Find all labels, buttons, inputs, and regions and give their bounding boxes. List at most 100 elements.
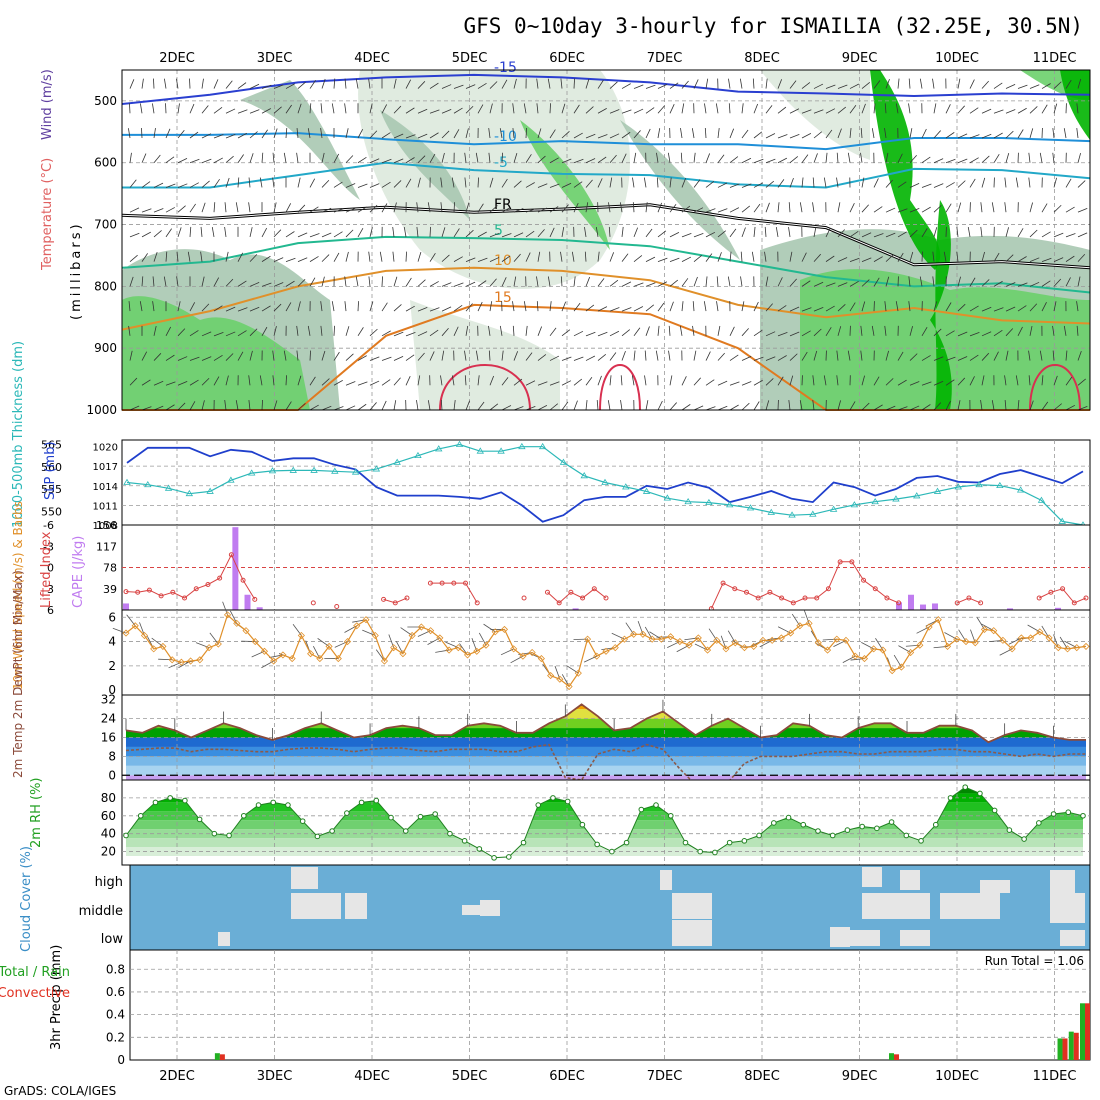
wind-barb [189, 356, 200, 361]
lifted-index-marker [158, 593, 164, 599]
wind-barb [680, 152, 683, 163]
wind-speed-marker [694, 634, 702, 642]
wind-barb [741, 129, 749, 139]
rh-tick-label: 80 [101, 791, 116, 805]
wind-barb [585, 179, 593, 188]
wind-barb [1028, 375, 1031, 386]
wind-barb [177, 301, 181, 312]
wind-speed-marker [593, 652, 601, 660]
wind-barb [681, 80, 689, 89]
rh-marker [756, 832, 762, 839]
wind-barb [705, 78, 709, 89]
wind-barb [861, 301, 866, 312]
wind-speed-marker [399, 650, 407, 658]
temp-band [126, 765, 1086, 776]
wind-barb [441, 282, 452, 287]
wind-barb [333, 208, 344, 213]
panel-frame [121, 69, 1091, 411]
wind-barb [717, 252, 722, 262]
wind-barb [813, 131, 823, 139]
wind-barb [1028, 350, 1031, 361]
wind-barb [165, 207, 175, 213]
wind-barb [512, 301, 515, 312]
wind-barb [813, 306, 824, 312]
wind-barb [969, 354, 979, 361]
wind-barb [381, 356, 392, 361]
wind-barb [789, 134, 800, 139]
wind-barb [561, 301, 567, 312]
wind-barb [945, 356, 956, 361]
wind-barb [333, 231, 343, 238]
wind-barb [513, 276, 517, 287]
wind-barb [477, 82, 487, 89]
wind-barb [993, 280, 1003, 287]
wind-barb [417, 375, 421, 386]
thickness-marker [393, 458, 401, 465]
wind-barb [681, 301, 684, 312]
top-date-label: 10DEC [935, 51, 979, 66]
wind-barb [705, 180, 715, 188]
wind-barb [825, 152, 828, 163]
warm-contour [439, 364, 531, 411]
wind-barb [908, 276, 911, 287]
wind-barb [705, 253, 713, 262]
wind-barb [201, 303, 210, 312]
wind-barb [225, 80, 233, 89]
wind-barb [331, 103, 335, 114]
rh-marker [623, 839, 630, 846]
wind-barb [1005, 153, 1010, 163]
wind-barb [1052, 325, 1055, 336]
wind-speed-marker [796, 622, 804, 630]
wind-barb [741, 103, 744, 114]
wind-barb [129, 350, 133, 361]
wind-barb [717, 325, 721, 336]
wind-barb [957, 377, 966, 386]
rh-marker [476, 846, 483, 852]
wind-barb [909, 128, 913, 139]
wind-barb [417, 279, 426, 287]
thickness-marker [227, 476, 235, 483]
wind-barb [393, 180, 402, 188]
wind-barb [163, 78, 167, 89]
wind-barb [189, 302, 196, 312]
wind-barb [320, 128, 323, 139]
wind-barb [237, 330, 247, 337]
wind-barb [1076, 301, 1079, 312]
wind-speed-marker [150, 645, 158, 653]
wind-barb [201, 331, 212, 337]
wind-barb [297, 279, 306, 287]
wind-speed-marker [759, 636, 767, 644]
wind-barb [1029, 229, 1038, 238]
wind-barb [692, 301, 695, 312]
wind-barb [897, 351, 904, 361]
wind-barb [1004, 400, 1007, 411]
wind-speed-marker [343, 638, 352, 646]
wind-barb [309, 376, 316, 386]
wind-barb [717, 230, 727, 238]
wind-barb [537, 381, 548, 386]
lifted-index-marker [1060, 586, 1066, 592]
dewpt-line [125, 743, 1086, 786]
wind-barb [273, 303, 282, 312]
wind-barb [919, 276, 923, 287]
wind-barb [789, 108, 800, 114]
wind-barb [344, 301, 347, 312]
wind-barb [681, 404, 691, 411]
wind-barb [1005, 84, 1016, 89]
slp-thickness-panel: 1020 1017 1014 1011 1008 565 560 555 550 [41, 438, 1091, 532]
wind-barb [885, 378, 894, 386]
wind-barb [249, 282, 260, 287]
wind-barb [633, 255, 643, 262]
wind-barb [981, 155, 990, 164]
wind-barb [1065, 404, 1076, 411]
wind-barb [873, 404, 883, 411]
wind-speed-marker [639, 630, 647, 638]
wind-barb [285, 302, 292, 312]
wind-barb [837, 202, 841, 213]
rh-marker [888, 819, 895, 825]
wind-barb [177, 183, 188, 188]
lifted-index-marker [591, 586, 597, 592]
wind-barb [357, 228, 364, 238]
lifted-index-marker [1048, 589, 1054, 595]
wind-barb [177, 158, 188, 164]
